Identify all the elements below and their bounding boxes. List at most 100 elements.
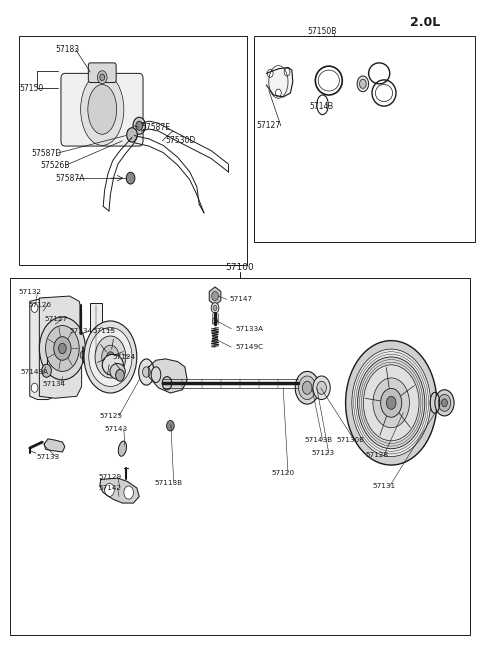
Circle shape xyxy=(213,318,217,324)
Text: 57124: 57124 xyxy=(113,354,136,360)
Text: 57134: 57134 xyxy=(42,381,65,388)
Circle shape xyxy=(442,399,447,407)
Ellipse shape xyxy=(102,354,123,375)
Circle shape xyxy=(31,383,38,392)
Circle shape xyxy=(167,421,174,431)
Ellipse shape xyxy=(81,73,124,145)
Circle shape xyxy=(39,317,85,380)
Text: 57131: 57131 xyxy=(372,483,395,489)
Text: 57123: 57123 xyxy=(311,450,334,457)
Text: 2.0L: 2.0L xyxy=(410,16,441,29)
Text: 57183: 57183 xyxy=(55,45,79,54)
Circle shape xyxy=(124,486,133,499)
FancyBboxPatch shape xyxy=(88,63,116,83)
Text: 57142: 57142 xyxy=(98,485,121,491)
Text: 57129: 57129 xyxy=(98,474,121,480)
Circle shape xyxy=(46,326,79,371)
Circle shape xyxy=(47,383,54,392)
Circle shape xyxy=(358,357,425,449)
Text: 57149C: 57149C xyxy=(235,344,264,350)
Text: 57120: 57120 xyxy=(271,470,294,476)
Text: 57526B: 57526B xyxy=(41,160,70,170)
Circle shape xyxy=(302,381,312,394)
Polygon shape xyxy=(39,296,82,398)
Text: 57126: 57126 xyxy=(29,302,52,309)
Circle shape xyxy=(295,371,319,404)
Circle shape xyxy=(381,388,402,417)
Circle shape xyxy=(363,365,419,441)
Polygon shape xyxy=(149,359,187,393)
Polygon shape xyxy=(100,478,139,503)
Text: 57133: 57133 xyxy=(36,454,59,460)
Circle shape xyxy=(373,378,409,428)
Ellipse shape xyxy=(151,367,161,383)
Text: 57127: 57127 xyxy=(257,121,281,130)
Text: 57587E: 57587E xyxy=(142,122,170,132)
Circle shape xyxy=(116,369,124,381)
Text: 57587A: 57587A xyxy=(55,174,84,183)
Circle shape xyxy=(267,69,273,77)
Ellipse shape xyxy=(118,441,127,457)
Circle shape xyxy=(95,336,126,378)
Circle shape xyxy=(346,341,437,465)
Circle shape xyxy=(102,345,119,369)
Text: 57530D: 57530D xyxy=(166,136,196,145)
Circle shape xyxy=(31,303,38,312)
Text: 57143: 57143 xyxy=(105,426,128,432)
Circle shape xyxy=(299,376,316,400)
Text: 57150B: 57150B xyxy=(307,27,336,36)
Text: 57127: 57127 xyxy=(44,316,67,322)
Polygon shape xyxy=(266,67,293,97)
Circle shape xyxy=(435,390,454,416)
Ellipse shape xyxy=(139,359,154,385)
Text: 57132: 57132 xyxy=(18,289,41,295)
Circle shape xyxy=(211,303,219,313)
Circle shape xyxy=(438,394,451,411)
Text: 57587D: 57587D xyxy=(31,149,61,158)
Circle shape xyxy=(284,68,290,76)
Text: 57130B: 57130B xyxy=(336,437,364,443)
Circle shape xyxy=(136,121,143,130)
Circle shape xyxy=(133,117,145,134)
Text: 57100: 57100 xyxy=(226,263,254,272)
Ellipse shape xyxy=(88,84,117,134)
FancyBboxPatch shape xyxy=(61,73,143,146)
Circle shape xyxy=(105,483,114,496)
Circle shape xyxy=(107,352,114,362)
Text: 57143B: 57143B xyxy=(305,437,333,443)
Circle shape xyxy=(54,337,71,360)
Text: 57150: 57150 xyxy=(19,84,44,93)
Circle shape xyxy=(317,381,326,394)
Circle shape xyxy=(84,321,137,393)
Text: 57134: 57134 xyxy=(70,328,93,334)
Text: 57113B: 57113B xyxy=(155,480,183,487)
Circle shape xyxy=(360,79,366,88)
Polygon shape xyxy=(209,287,221,305)
Circle shape xyxy=(126,172,135,184)
Circle shape xyxy=(386,396,396,409)
Text: 57149A: 57149A xyxy=(20,369,48,375)
Text: 57147: 57147 xyxy=(229,296,252,303)
Circle shape xyxy=(100,74,105,81)
Circle shape xyxy=(213,305,217,310)
Text: 57115: 57115 xyxy=(93,328,116,334)
Circle shape xyxy=(97,71,107,84)
Circle shape xyxy=(313,376,330,400)
Ellipse shape xyxy=(110,364,125,379)
Polygon shape xyxy=(90,303,102,355)
Circle shape xyxy=(352,349,431,457)
Circle shape xyxy=(80,351,86,359)
Circle shape xyxy=(127,128,137,142)
Circle shape xyxy=(276,89,281,97)
Text: 57133A: 57133A xyxy=(235,326,264,332)
Polygon shape xyxy=(44,439,65,452)
Text: 57125: 57125 xyxy=(100,413,123,419)
Circle shape xyxy=(143,367,150,377)
Circle shape xyxy=(357,76,369,92)
Polygon shape xyxy=(30,298,55,400)
Circle shape xyxy=(42,364,51,377)
Circle shape xyxy=(212,291,218,301)
Text: 57143: 57143 xyxy=(310,102,334,111)
Circle shape xyxy=(59,343,66,354)
Circle shape xyxy=(162,377,172,390)
